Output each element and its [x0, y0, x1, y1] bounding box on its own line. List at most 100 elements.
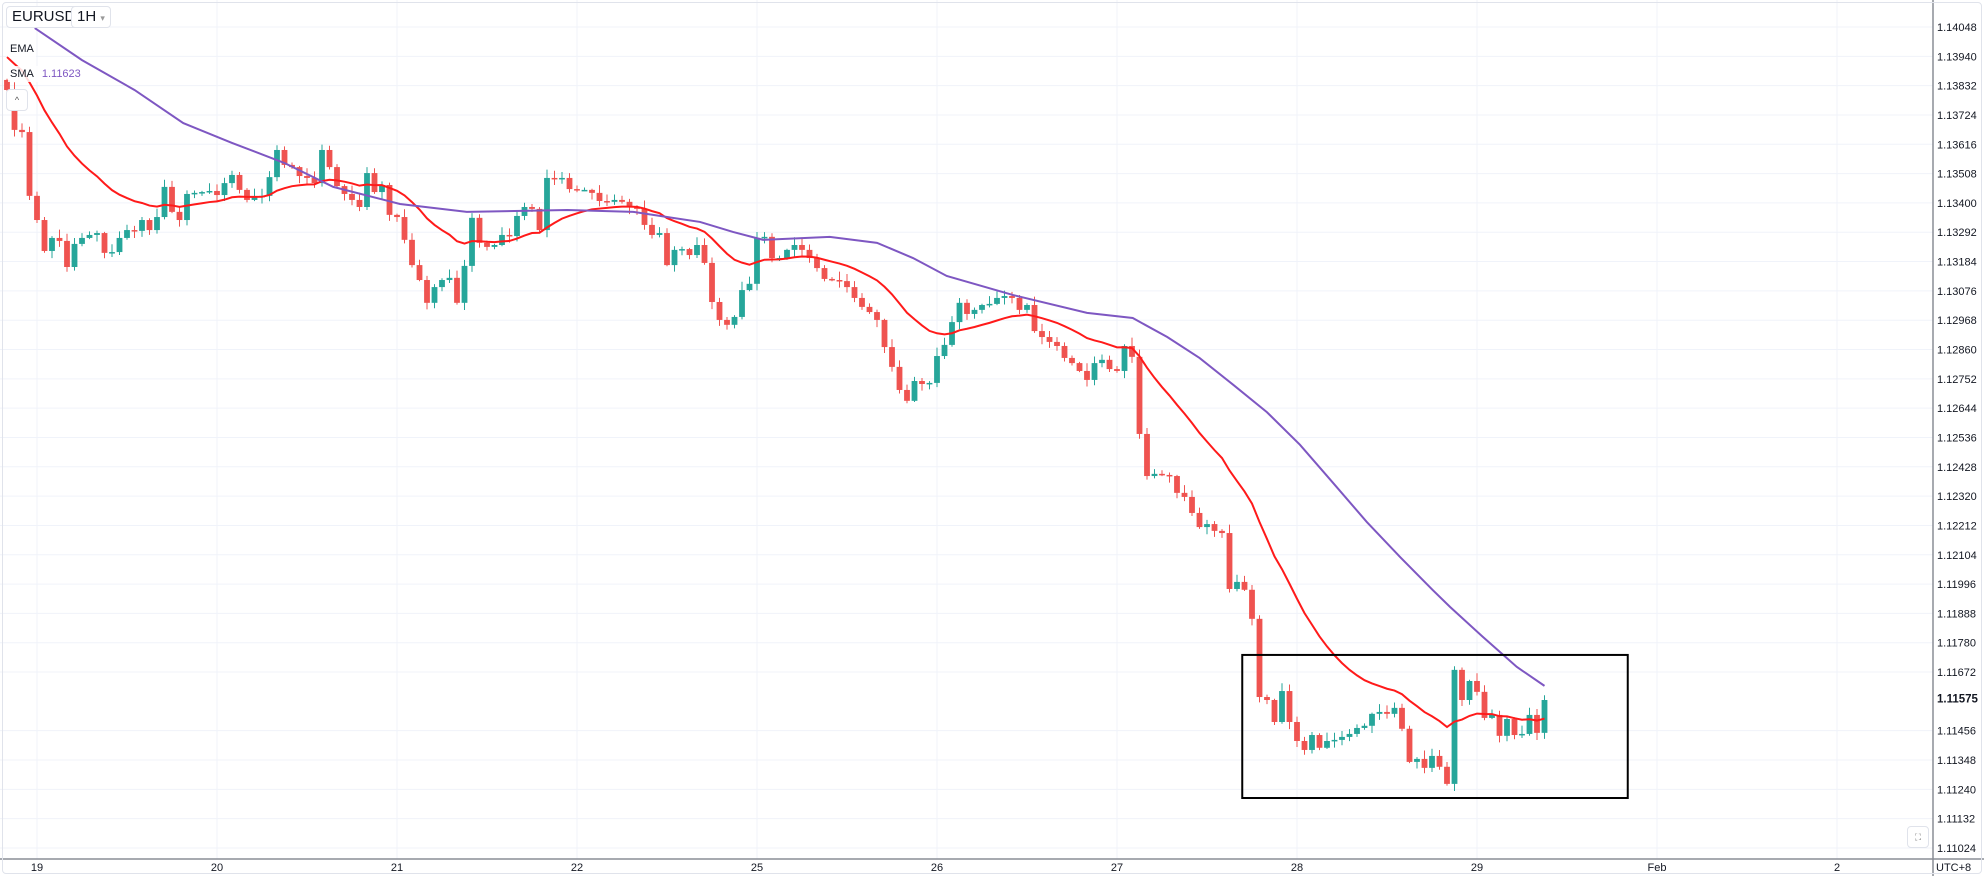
interval-button[interactable]: 1H ▾: [71, 6, 111, 28]
candle-up: [1234, 581, 1240, 589]
candle-down: [851, 287, 858, 298]
sma-label: SMA: [10, 68, 34, 80]
candle-down: [356, 199, 363, 207]
price-tick-label: 1.13724: [1937, 110, 1977, 122]
legend-sma[interactable]: SMA 1.11623: [8, 66, 83, 82]
candle-down: [1016, 297, 1023, 310]
candle-down: [1181, 492, 1188, 497]
candle-up: [761, 236, 768, 239]
rectangle-annotation[interactable]: [1241, 653, 1629, 800]
candle-up: [439, 280, 445, 288]
timezone-label[interactable]: UTC+8: [1936, 862, 1972, 874]
time-tick-label: Feb: [1648, 862, 1667, 874]
autoscale-button[interactable]: ⛶: [1907, 826, 1929, 848]
time-tick-label: 25: [751, 862, 763, 874]
candle-down: [634, 206, 640, 209]
candle-down: [889, 347, 895, 367]
candle-down: [821, 268, 828, 279]
candle-down: [1136, 356, 1143, 434]
candle-down: [919, 381, 925, 384]
price-tick-label: 1.11240: [1937, 784, 1976, 796]
candle-down: [724, 319, 730, 325]
candle-up: [124, 230, 130, 238]
candle-up: [1121, 345, 1128, 371]
candle-up: [611, 199, 618, 202]
candle-up: [499, 234, 505, 245]
candle-down: [1256, 618, 1263, 698]
candle-down: [1294, 721, 1300, 741]
candle-down: [904, 389, 910, 401]
candle-up: [934, 356, 940, 383]
price-tick-label: 1.12212: [1937, 520, 1977, 532]
candle-up: [1541, 700, 1548, 733]
candle-down: [1481, 691, 1488, 718]
candle-down: [296, 167, 303, 177]
candle-down: [1076, 363, 1083, 371]
candle-up: [379, 185, 385, 193]
candle-up: [1451, 669, 1458, 784]
candle-down: [19, 129, 25, 133]
candle-down: [4, 79, 10, 90]
annotation-layer[interactable]: [1241, 653, 1629, 800]
legend-ema[interactable]: EMA: [8, 41, 36, 57]
candle-up: [139, 220, 145, 231]
collapse-legend-button[interactable]: ^: [6, 89, 28, 111]
indicator-lines: [6, 27, 1546, 729]
candle-up: [199, 192, 205, 194]
candle-down: [1444, 766, 1450, 784]
candle-down: [1039, 331, 1045, 338]
price-tick-label: 1.13184: [1937, 257, 1977, 269]
interval-label: 1H: [77, 8, 97, 25]
time-tick-label: 21: [391, 862, 403, 874]
price-tick-label: 1.12320: [1937, 491, 1977, 503]
candle-down: [424, 280, 430, 303]
candle-up: [251, 196, 258, 200]
candle-down: [716, 302, 723, 320]
price-tick-label: 1.14048: [1937, 22, 1977, 34]
current-price-badge: [1934, 690, 1984, 707]
candle-up: [514, 215, 520, 237]
candle-down: [641, 208, 648, 225]
candle-up: [979, 304, 985, 310]
candle-down: [881, 319, 888, 348]
candle-down: [709, 262, 715, 303]
candle-up: [1414, 758, 1420, 762]
candle-up: [86, 234, 93, 238]
candle-down: [416, 265, 423, 281]
candle-up: [116, 237, 123, 253]
candle-down: [836, 280, 843, 282]
autoscale-icon: ⛶: [1914, 832, 1922, 842]
candle-up: [161, 186, 168, 218]
candle-down: [866, 306, 873, 313]
candle-down: [1031, 304, 1038, 332]
candle-up: [739, 290, 745, 317]
candle-up: [754, 237, 760, 284]
symbol-button[interactable]: EURUSD: [6, 6, 82, 28]
price-tick-label: 1.11888: [1937, 608, 1976, 620]
grid: [0, 0, 1933, 859]
candle-up: [791, 244, 798, 250]
candle-down: [26, 132, 33, 196]
price-tick-label: 1.13508: [1937, 169, 1977, 181]
time-tick-label: 19: [31, 862, 43, 874]
candle-up: [1024, 304, 1030, 310]
candle-down: [536, 208, 543, 231]
candle-up: [221, 183, 228, 196]
candle-up: [1339, 736, 1345, 740]
price-tick-label: 1.13940: [1937, 51, 1977, 63]
candle-down: [1046, 337, 1053, 342]
symbol-label: EURUSD: [12, 8, 76, 25]
candle-up: [274, 149, 280, 178]
current-price-label: 1.11575: [1937, 693, 1979, 705]
candle-down: [484, 242, 490, 247]
candle-up: [1001, 296, 1008, 298]
candle-up: [364, 173, 370, 207]
candle-down: [1264, 697, 1270, 701]
candle-up: [1429, 755, 1435, 768]
candle-down: [1301, 740, 1308, 750]
candle-up: [1376, 711, 1383, 714]
candles: [4, 78, 1548, 792]
candle-down: [281, 149, 288, 165]
price-tick-label: 1.12104: [1937, 550, 1977, 562]
